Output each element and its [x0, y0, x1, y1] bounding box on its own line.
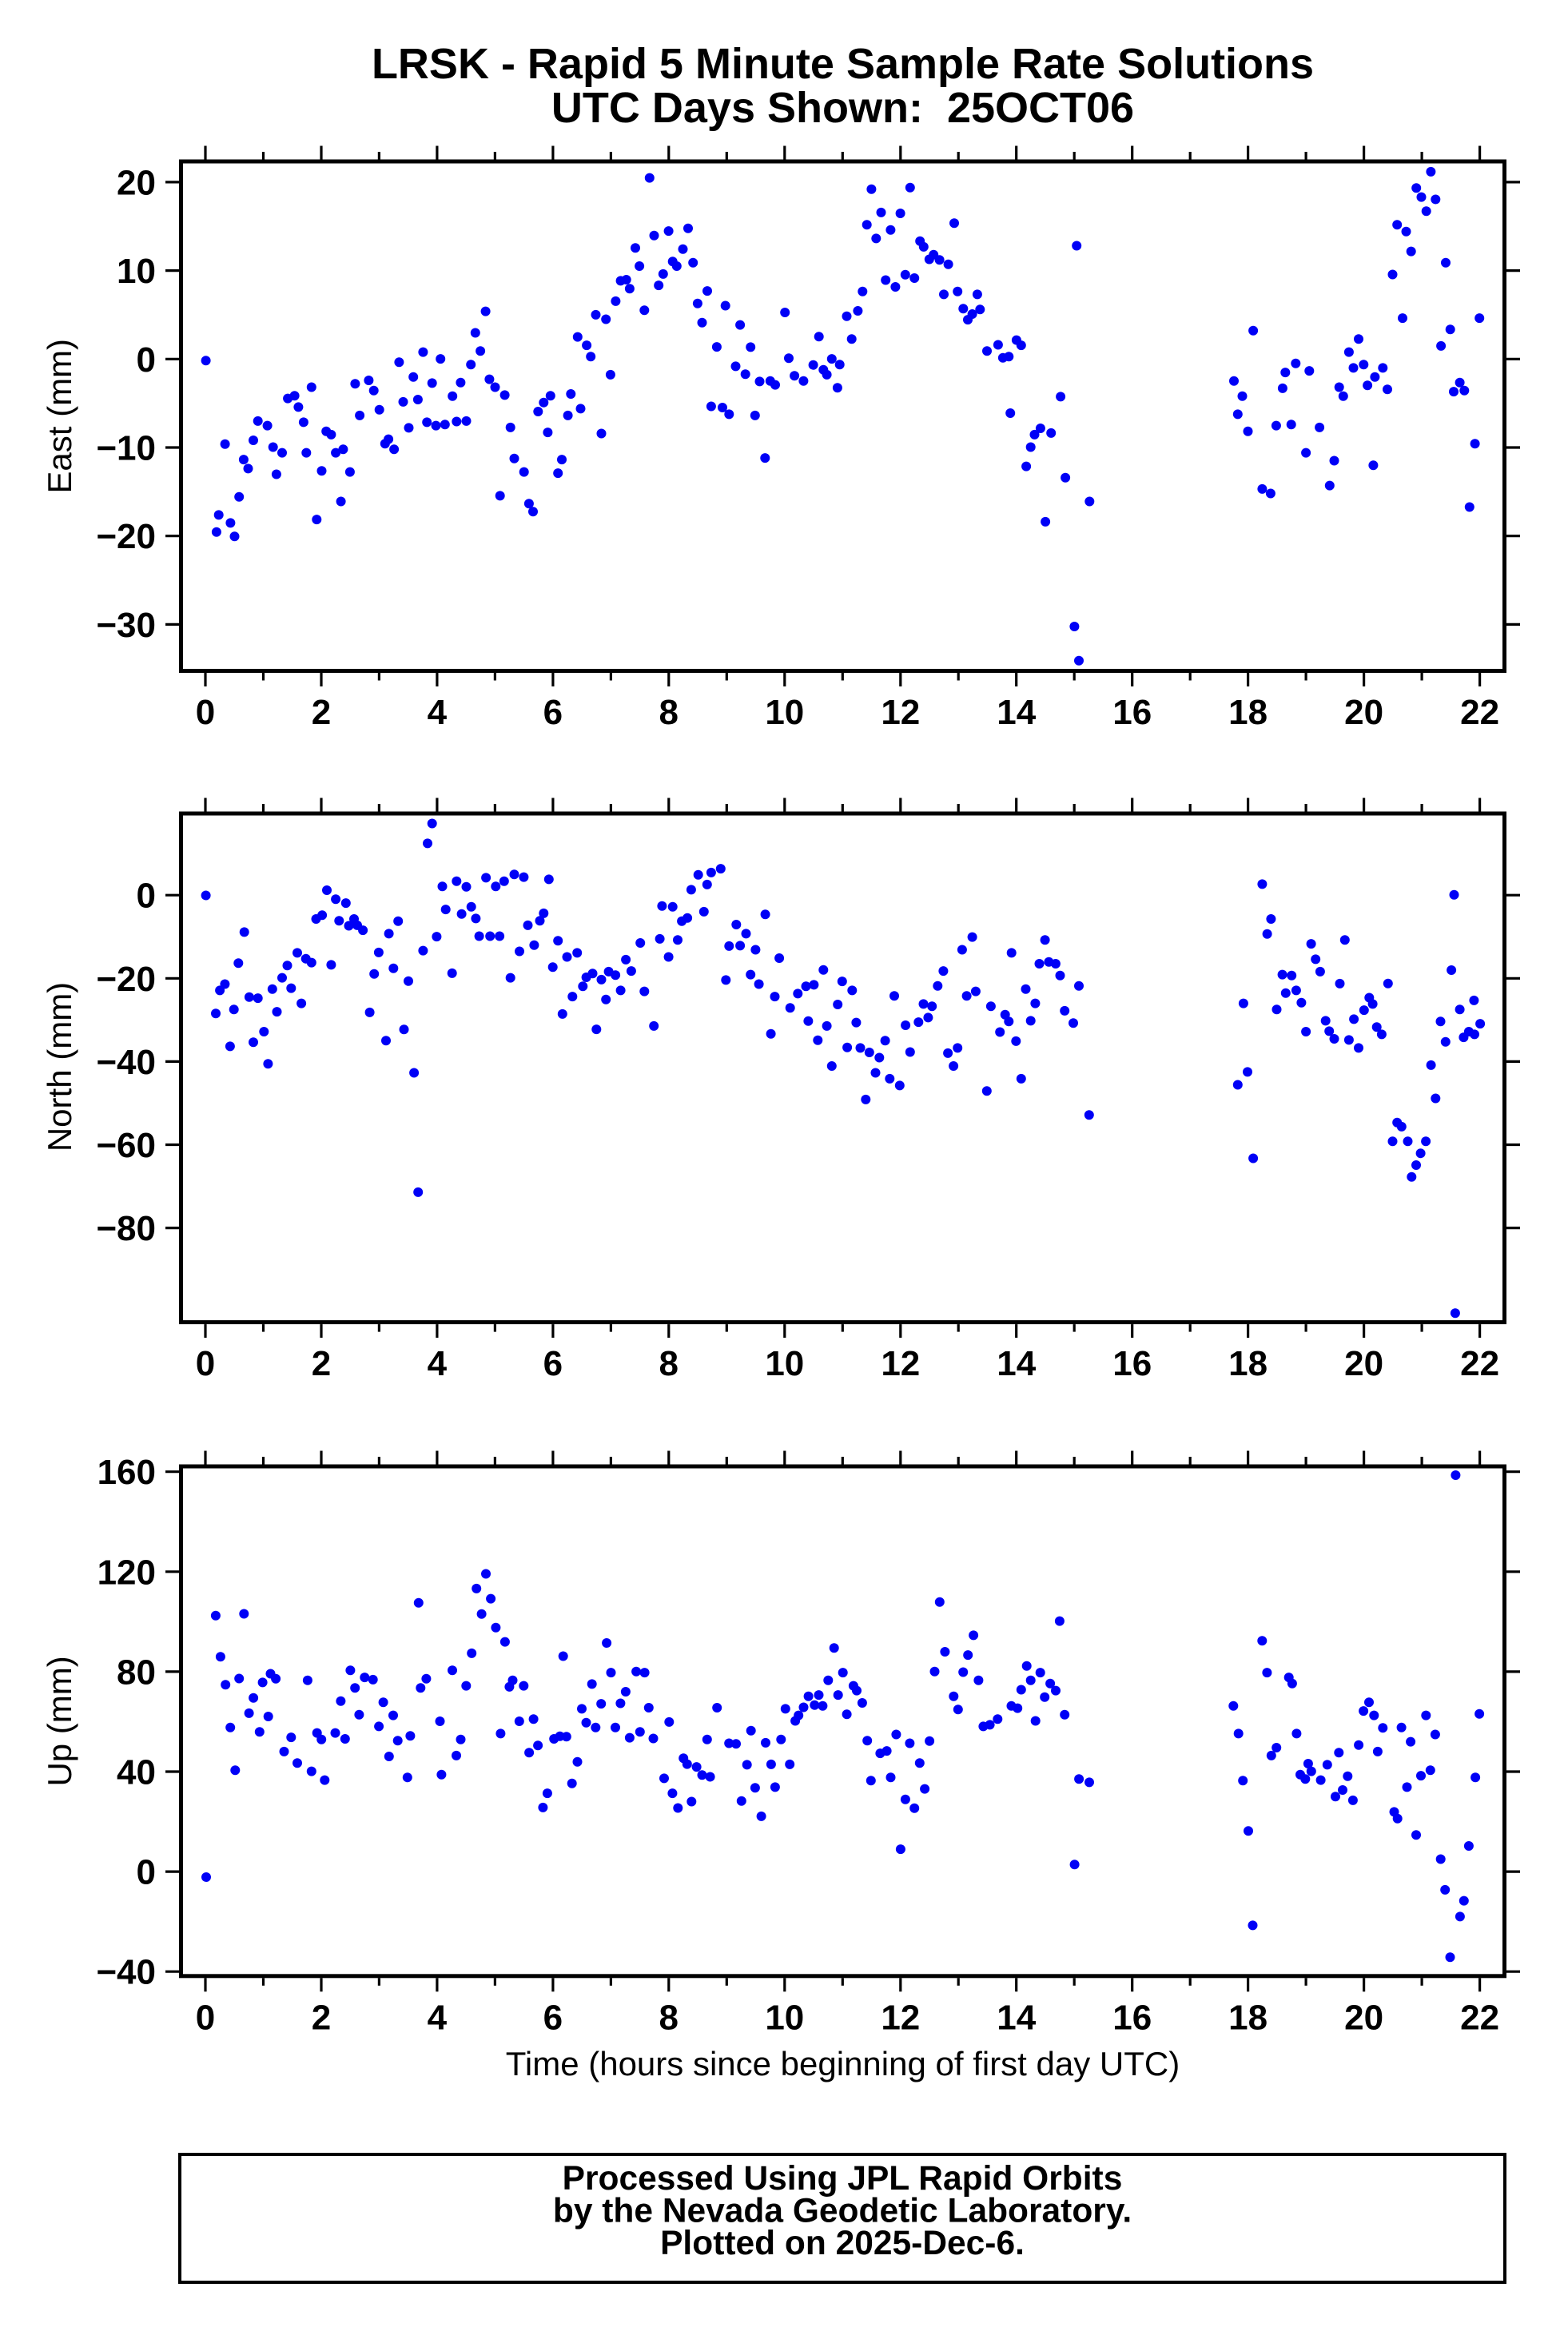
- svg-text:East (mm): East (mm): [41, 339, 78, 494]
- svg-text:8: 8: [659, 1998, 679, 2037]
- svg-text:16: 16: [1112, 1344, 1152, 1383]
- svg-text:0: 0: [137, 877, 156, 916]
- svg-text:8: 8: [659, 1344, 679, 1383]
- svg-text:2: 2: [312, 1344, 331, 1383]
- svg-text:−60: −60: [96, 1126, 156, 1165]
- svg-text:North (mm): North (mm): [41, 982, 78, 1152]
- svg-text:12: 12: [881, 693, 920, 732]
- svg-text:2: 2: [312, 693, 331, 732]
- svg-text:Time (hours since beginning of: Time (hours since beginning of first day…: [506, 2045, 1180, 2082]
- svg-text:10: 10: [765, 693, 804, 732]
- svg-text:22: 22: [1460, 693, 1499, 732]
- svg-text:6: 6: [543, 1344, 563, 1383]
- svg-text:6: 6: [543, 693, 563, 732]
- svg-text:80: 80: [117, 1653, 156, 1692]
- svg-text:18: 18: [1228, 693, 1268, 732]
- svg-text:14: 14: [997, 1998, 1036, 2037]
- svg-text:0: 0: [196, 1344, 215, 1383]
- svg-text:120: 120: [98, 1553, 156, 1592]
- svg-text:20: 20: [1344, 1998, 1383, 2037]
- svg-text:by the Nevada Geodetic Laborat: by the Nevada Geodetic Laboratory.: [553, 2193, 1132, 2230]
- svg-text:10: 10: [117, 252, 156, 291]
- svg-text:14: 14: [997, 1344, 1036, 1383]
- svg-text:4: 4: [428, 1344, 448, 1383]
- svg-text:0: 0: [137, 1853, 156, 1892]
- svg-text:40: 40: [117, 1753, 156, 1792]
- svg-text:−20: −20: [96, 517, 156, 556]
- svg-text:−10: −10: [96, 429, 156, 468]
- svg-text:−40: −40: [96, 1043, 156, 1082]
- svg-text:4: 4: [428, 693, 448, 732]
- svg-text:Processed Using JPL Rapid Orbi: Processed Using JPL Rapid Orbits: [563, 2160, 1123, 2198]
- svg-text:16: 16: [1112, 1998, 1152, 2037]
- svg-text:22: 22: [1460, 1344, 1499, 1383]
- svg-text:12: 12: [881, 1998, 920, 2037]
- svg-text:6: 6: [543, 1998, 563, 2037]
- svg-text:20: 20: [1344, 693, 1383, 732]
- svg-text:0: 0: [196, 1998, 215, 2037]
- svg-text:−30: −30: [96, 606, 156, 645]
- svg-text:20: 20: [1344, 1344, 1383, 1383]
- svg-text:0: 0: [196, 693, 215, 732]
- svg-text:2: 2: [312, 1998, 331, 2037]
- svg-text:18: 18: [1228, 1998, 1268, 2037]
- svg-text:18: 18: [1228, 1344, 1268, 1383]
- svg-text:4: 4: [428, 1998, 448, 2037]
- svg-text:−20: −20: [96, 960, 156, 999]
- svg-text:12: 12: [881, 1344, 920, 1383]
- svg-text:0: 0: [137, 340, 156, 380]
- svg-text:14: 14: [997, 693, 1036, 732]
- svg-text:−40: −40: [96, 1953, 156, 1992]
- svg-text:−80: −80: [96, 1209, 156, 1248]
- svg-text:16: 16: [1112, 693, 1152, 732]
- svg-text:Up (mm): Up (mm): [41, 1656, 78, 1786]
- svg-text:20: 20: [117, 163, 156, 202]
- svg-text:LRSK - Rapid 5 Minute Sample R: LRSK - Rapid 5 Minute Sample Rate Soluti…: [372, 40, 1314, 88]
- svg-text:10: 10: [765, 1998, 804, 2037]
- svg-text:22: 22: [1460, 1998, 1499, 2037]
- svg-text:Plotted on 2025-Dec-6.: Plotted on 2025-Dec-6.: [660, 2225, 1025, 2262]
- svg-text:UTC Days Shown: 25OCT06: UTC Days Shown: 25OCT06: [551, 84, 1134, 132]
- svg-text:10: 10: [765, 1344, 804, 1383]
- svg-text:8: 8: [659, 693, 679, 732]
- svg-text:160: 160: [98, 1453, 156, 1492]
